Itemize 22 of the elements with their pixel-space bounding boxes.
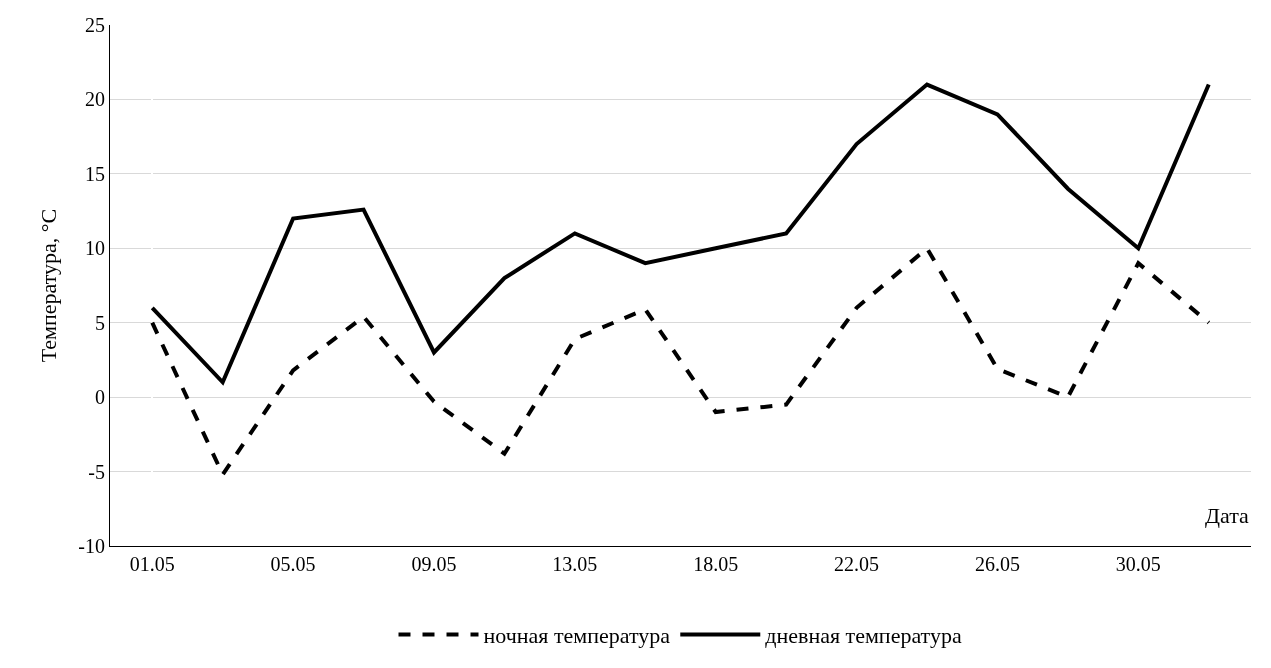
x-tick-label: 26.05 <box>974 553 1020 575</box>
legend-label: дневная температура <box>765 623 962 649</box>
x-axis-title: Дата <box>1205 503 1250 528</box>
y-tick-label: 0 <box>95 386 105 409</box>
line-series <box>150 246 1211 477</box>
legend-label: ночная температура <box>483 623 671 649</box>
y-tick-label: -10 <box>78 535 105 557</box>
x-tick-label: 18.05 <box>693 553 739 575</box>
y-tick-label: 20 <box>85 88 105 111</box>
x-tick-label: 22.05 <box>834 553 880 575</box>
x-tick-label: 01.05 <box>129 553 175 575</box>
y-tick-label: 10 <box>85 237 105 260</box>
y-axis-title: Температура, °C <box>36 208 62 363</box>
x-tick-label: 13.05 <box>552 553 598 575</box>
x-tick-label: 09.05 <box>411 553 457 575</box>
y-tick-label: 5 <box>95 311 105 334</box>
line-series <box>150 82 1211 385</box>
y-tick-label: -5 <box>88 460 105 483</box>
x-tick-label: 05.05 <box>270 553 316 575</box>
y-tick-label: 25 <box>85 14 105 36</box>
x-tick-label: 30.05 <box>1115 553 1161 575</box>
y-tick-label: 15 <box>85 162 105 185</box>
